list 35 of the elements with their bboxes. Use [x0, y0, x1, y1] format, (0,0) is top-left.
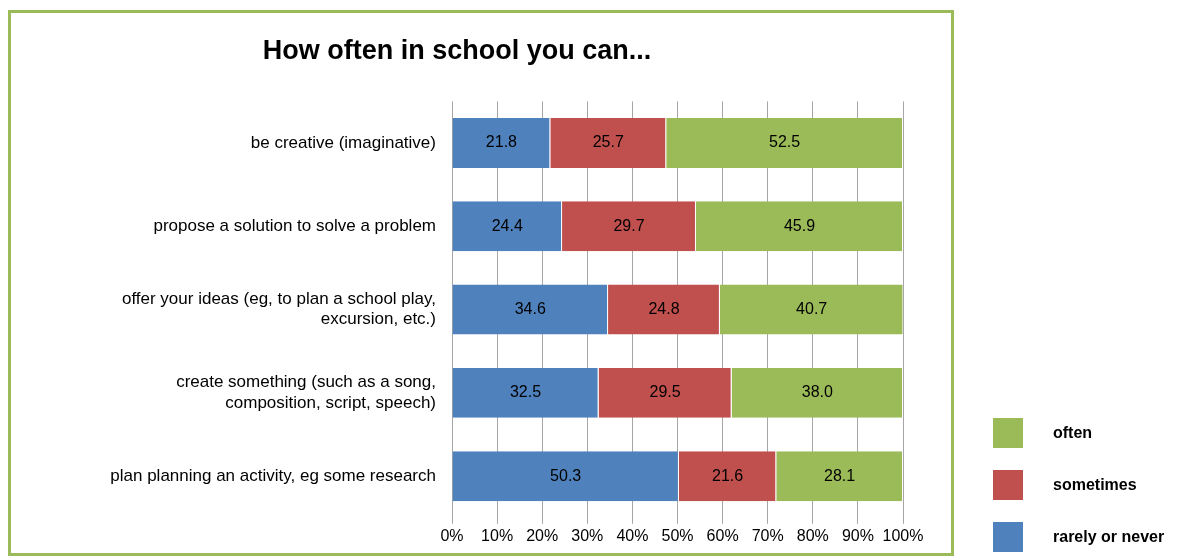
data-label: 28.1: [824, 466, 856, 484]
data-label: 50.3: [550, 466, 582, 484]
data-label: 32.5: [509, 383, 542, 401]
x-tick-label: 30%: [571, 526, 604, 544]
chart-title: How often in school you can...: [262, 34, 652, 65]
y-tick-label: be creative (imaginative): [250, 132, 436, 152]
data-label: 29.7: [613, 216, 645, 234]
x-tick-label: 20%: [526, 526, 559, 544]
x-tick-label: 90%: [841, 526, 874, 544]
x-tick-label: 50%: [661, 526, 694, 544]
data-label: 24.8: [648, 300, 680, 318]
data-label: 34.6: [514, 300, 546, 318]
x-tick-label: 0%: [440, 526, 464, 544]
y-tick-label: create something (such as a song, composition, script, speech): [176, 372, 436, 412]
data-label: 21.6: [711, 466, 744, 484]
x-tick-label: 100%: [882, 526, 924, 544]
x-tick-label: 80%: [796, 526, 829, 544]
x-tick-label: 70%: [751, 526, 784, 544]
data-label: 52.5: [769, 133, 801, 151]
x-tick-label: 40%: [616, 526, 649, 544]
x-tick-label: 10%: [481, 526, 514, 544]
x-tick-label: 60%: [706, 526, 739, 544]
data-label: 25.7: [592, 133, 624, 151]
data-label: 40.7: [796, 300, 828, 318]
data-label: 29.5: [649, 383, 681, 401]
legend-label: often: [1053, 424, 1093, 442]
y-tick-label: propose a solution to solve a problem: [153, 216, 436, 236]
y-tick-label: offer your ideas (eg, to plan a school play, excursion, etc.): [121, 289, 436, 329]
data-label: 21.8: [485, 133, 518, 151]
y-tick-label: plan planning an activity, eg some research: [110, 465, 436, 485]
data-label: 38.0: [801, 383, 833, 401]
legend-label: rarely or never: [1053, 528, 1165, 546]
data-label: 45.9: [783, 216, 816, 234]
legend-label: sometimes: [1053, 476, 1137, 494]
data-label: 24.4: [491, 216, 523, 234]
